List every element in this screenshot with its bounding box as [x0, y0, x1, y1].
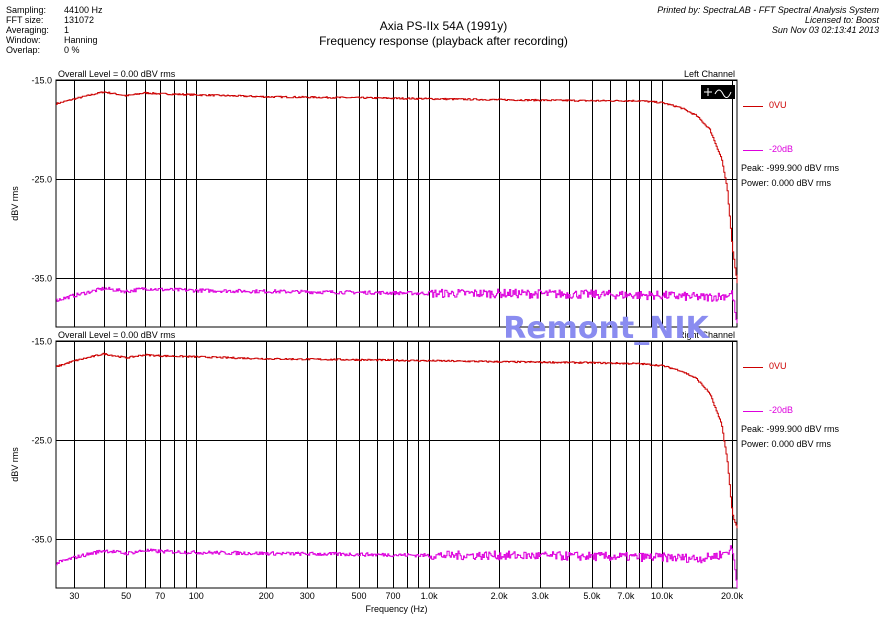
x-tick-label: 10.0k: [651, 591, 674, 601]
peak-readout: Peak: -999.900 dBV rms: [741, 424, 840, 434]
x-tick-label: 50: [121, 591, 131, 601]
x-tick-label: 30: [69, 591, 79, 601]
y-tick-label: -25.0: [31, 175, 52, 185]
info-value: 1: [64, 25, 70, 35]
x-tick-label: 7.0k: [617, 591, 635, 601]
y-tick-label: -25.0: [31, 436, 52, 446]
info-row: Window: Hanning: [6, 35, 103, 45]
info-value: 44100 Hz: [64, 5, 103, 15]
overall-level: Overall Level = 0.00 dBV rms: [58, 330, 176, 340]
x-tick-label: 700: [385, 591, 400, 601]
info-value: Hanning: [64, 35, 98, 45]
info-key: Window:: [6, 35, 41, 45]
info-key: Overlap:: [6, 45, 41, 55]
channel-title: Left Channel: [684, 69, 735, 79]
y-tick-label: -35.0: [31, 274, 52, 284]
print-date: Sun Nov 03 02:13:41 2013: [771, 25, 879, 35]
x-tick-label: 100: [189, 591, 204, 601]
chart-subtitle: Frequency response (playback after recor…: [319, 34, 568, 48]
display-mode-icon: [701, 85, 735, 99]
info-row: FFT size: 131072: [6, 15, 103, 25]
overall-level: Overall Level = 0.00 dBV rms: [58, 69, 176, 79]
channel-title: Right Channel: [678, 330, 735, 340]
legend-swatch: [743, 367, 763, 368]
x-axis-label: Frequency (Hz): [365, 604, 427, 614]
power-readout: Power: 0.000 dBV rms: [741, 178, 832, 188]
info-value: 131072: [64, 15, 95, 25]
printed-by: Printed by: SpectraLAB - FFT Spectral An…: [657, 5, 879, 15]
y-tick-label: -15.0: [31, 76, 52, 86]
info-key: Sampling:: [6, 5, 47, 15]
licensed-to: Licensed to: Boost: [804, 15, 879, 25]
x-tick-label: 500: [351, 591, 366, 601]
info-value: 0 %: [64, 45, 80, 55]
series-line-0vu: [56, 352, 738, 529]
info-key: FFT size:: [6, 15, 44, 25]
legend-swatch: [743, 106, 763, 107]
legend-swatch: [743, 150, 763, 151]
y-tick-label: -35.0: [31, 535, 52, 545]
info-row: Sampling: 44100 Hz: [6, 5, 103, 15]
x-tick-label: 3.0k: [532, 591, 550, 601]
series-line-minus20db: [56, 545, 738, 588]
y-axis-label: dBV rms: [10, 186, 20, 221]
legend-label: 0VU: [769, 100, 787, 110]
legend-label: -20dB: [769, 405, 794, 415]
power-readout: Power: 0.000 dBV rms: [741, 439, 832, 449]
x-tick-label: 20.0k: [721, 591, 744, 601]
x-tick-label: 1.0k: [421, 591, 439, 601]
x-tick-label: 2.0k: [491, 591, 509, 601]
x-tick-label: 200: [259, 591, 274, 601]
acquisition-info: Sampling: 44100 Hz FFT size: 131072 Averag…: [6, 5, 103, 55]
legend-label: 0VU: [769, 361, 787, 371]
info-row: Overlap: 0 %: [6, 45, 103, 55]
x-tick-label: 5.0k: [583, 591, 601, 601]
x-tick-label: 300: [300, 591, 315, 601]
series-line-0vu: [56, 91, 738, 284]
series-line-minus20db: [56, 286, 738, 324]
y-tick-label: -15.0: [31, 337, 52, 347]
y-axis-label: dBV rms: [10, 447, 20, 482]
watermark: Remont_NIK: [503, 311, 710, 346]
print-info: Printed by: SpectraLAB - FFT Spectral An…: [657, 5, 879, 35]
peak-readout: Peak: -999.900 dBV rms: [741, 163, 840, 173]
display-mode-glyph: [704, 88, 732, 98]
info-key: Averaging:: [6, 25, 49, 35]
chart-title: Axia PS-IIx 54A (1991y): [379, 19, 508, 33]
legend-label: -20dB: [769, 144, 794, 154]
x-tick-label: 70: [155, 591, 165, 601]
info-row: Averaging: 1: [6, 25, 103, 35]
legend-swatch: [743, 411, 763, 412]
